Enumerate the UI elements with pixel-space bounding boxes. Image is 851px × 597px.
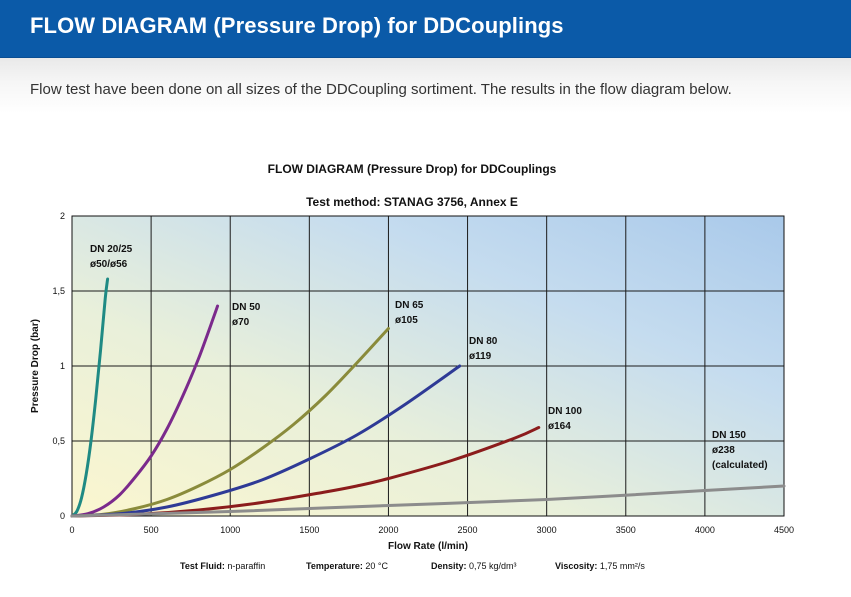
x-tick-label: 4500 — [774, 525, 794, 535]
y-tick-label: 0 — [60, 511, 65, 521]
test-condition: Viscosity: 1,75 mm²/s — [555, 561, 645, 571]
series-label: ø164 — [548, 421, 571, 432]
intro-band — [0, 58, 851, 113]
test-condition-value: n-paraffin — [225, 561, 265, 571]
series-label: ø119 — [469, 351, 492, 362]
grid-lines — [71, 215, 785, 517]
x-tick-label: 2000 — [378, 525, 398, 535]
x-tick-label: 1000 — [220, 525, 240, 535]
test-condition-label: Viscosity: — [555, 561, 597, 571]
x-axis-label: Flow Rate (l/min) — [388, 541, 468, 552]
series-label: DN 65 — [395, 300, 424, 311]
page-title: FLOW DIAGRAM (Pressure Drop) for DDCoupl… — [30, 13, 564, 38]
test-condition-value: 0,75 kg/dm³ — [467, 561, 517, 571]
series-label: (calculated) — [712, 460, 768, 471]
x-tick-label: 4000 — [695, 525, 715, 535]
flow-diagram-chart: FLOW DIAGRAM (Pressure Drop) for DDCoupl… — [30, 162, 794, 571]
series-label: DN 20/25 — [90, 244, 133, 255]
y-tick-label: 1 — [60, 361, 65, 371]
x-tick-label: 500 — [144, 525, 159, 535]
test-condition-label: Temperature: — [306, 561, 363, 571]
test-condition: Temperature: 20 °C — [306, 561, 388, 571]
series-label: ø70 — [232, 317, 250, 328]
series-line-3 — [70, 364, 462, 518]
series-label: DN 150 — [712, 430, 746, 441]
series-label: ø238 — [712, 445, 735, 456]
series-labels: DN 20/25 ø50/ø56 DN 50 ø70 DN 65 ø105 DN 80 ø11… — [90, 244, 768, 471]
test-condition-label: Test Fluid: — [180, 561, 225, 571]
x-tick-label: 0 — [69, 525, 74, 535]
y-axis-label: Pressure Drop (bar) — [30, 319, 41, 413]
test-conditions: Test Fluid: n-paraffin Temperature: 20 °C… — [180, 561, 645, 571]
x-tick-label: 2500 — [458, 525, 478, 535]
axis-ticks: 0 500 1000 1500 2000 2500 3000 3500 4000 4500 0 0,5… — [52, 211, 794, 535]
test-condition-value: 1,75 mm²/s — [597, 561, 645, 571]
test-condition: Test Fluid: n-paraffin — [180, 561, 265, 571]
x-tick-label: 3500 — [616, 525, 636, 535]
series-line-5 — [70, 484, 786, 518]
test-condition: Density: 0,75 kg/dm³ — [431, 561, 517, 571]
series-line-2 — [70, 327, 390, 518]
test-condition-label: Density: — [431, 561, 467, 571]
series-label: DN 80 — [469, 336, 498, 347]
intro-text: Flow test have been done on all sizes of… — [30, 81, 732, 98]
plot-border — [71, 215, 785, 517]
y-tick-label: 2 — [60, 211, 65, 221]
page-header: FLOW DIAGRAM (Pressure Drop) for DDCoupl… — [0, 0, 851, 58]
series-label: DN 100 — [548, 406, 582, 417]
chart-title: FLOW DIAGRAM (Pressure Drop) for DDCoupl… — [268, 162, 557, 176]
series-lines — [70, 277, 786, 518]
x-tick-label: 3000 — [537, 525, 557, 535]
series-label: ø105 — [395, 315, 418, 326]
series-label: ø50/ø56 — [90, 259, 128, 270]
y-tick-label: 1,5 — [52, 286, 65, 296]
x-tick-label: 1500 — [299, 525, 319, 535]
test-condition-value: 20 °C — [363, 561, 389, 571]
series-line-0 — [70, 277, 110, 518]
series-line-1 — [70, 304, 220, 518]
series-label: DN 50 — [232, 302, 261, 313]
y-tick-label: 0,5 — [52, 436, 65, 446]
chart-subtitle: Test method: STANAG 3756, Annex E — [306, 195, 518, 209]
